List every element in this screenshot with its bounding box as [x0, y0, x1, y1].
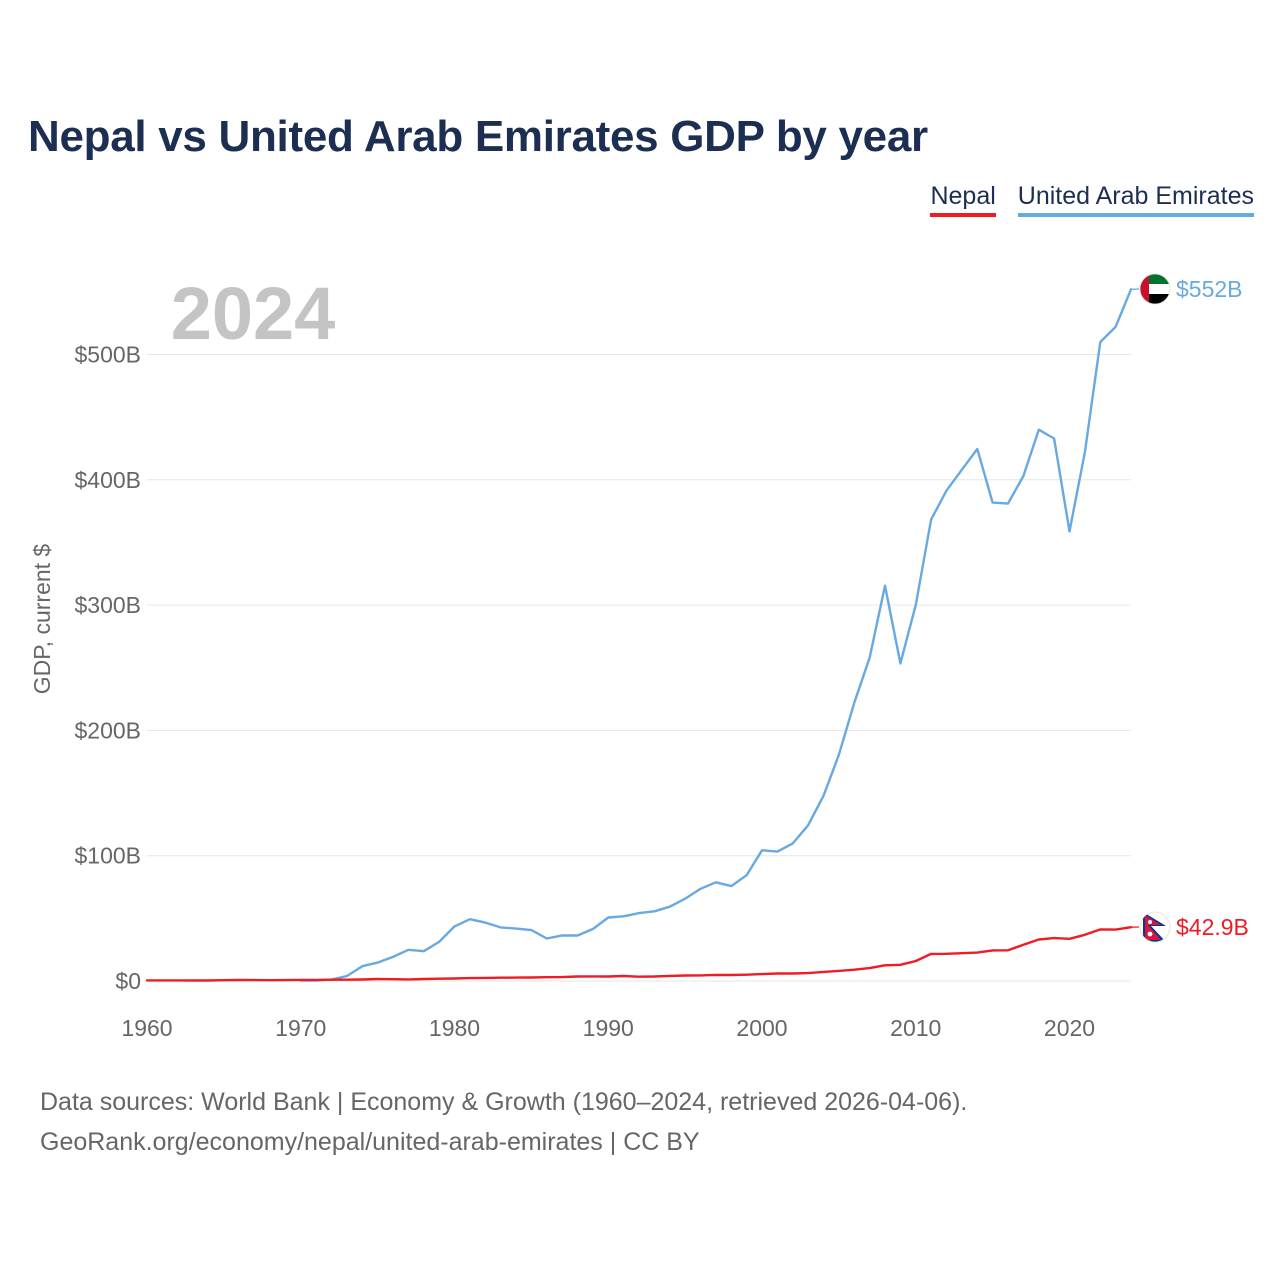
x-tick-label: 1980	[429, 1015, 480, 1041]
chart-title: Nepal vs United Arab Emirates GDP by yea…	[28, 112, 928, 161]
legend: Nepal United Arab Emirates	[930, 182, 1254, 217]
y-axis-label: GDP, current $	[29, 544, 55, 695]
end-value-label: $552B	[1176, 276, 1243, 302]
x-tick-label: 1970	[275, 1015, 326, 1041]
y-tick-label: $400B	[74, 467, 141, 493]
series-lines	[145, 288, 1133, 982]
gdp-line-chart: 2024 $0 $100B $200B $300B $400B $500B 1960 197…	[29, 272, 1249, 1041]
x-tick-label: 2020	[1044, 1015, 1095, 1041]
legend-item-nepal[interactable]: Nepal	[930, 182, 996, 217]
nepal-flag-icon	[1140, 912, 1170, 942]
x-tick-label: 1960	[121, 1015, 172, 1041]
gridlines	[147, 354, 1131, 982]
uae-flag-icon	[1140, 274, 1170, 304]
y-tick-label: $500B	[74, 342, 141, 368]
x-tick-label: 2000	[736, 1015, 787, 1041]
y-tick-label: $200B	[74, 717, 141, 743]
series-end-markers: $552B $42.9B	[1130, 276, 1249, 940]
series-line-uae	[299, 288, 1133, 982]
x-axis-ticks: 1960 1970 1980 1990 2000 2010 2020	[121, 1015, 1095, 1041]
series-line-nepal	[145, 926, 1133, 982]
end-value-label: $42.9B	[1176, 914, 1249, 940]
x-tick-label: 2010	[890, 1015, 941, 1041]
footer-source: Data sources: World Bank | Economy & Gro…	[40, 1088, 968, 1116]
y-tick-label: $0	[115, 968, 141, 994]
footer: Data sources: World Bank | Economy & Gro…	[40, 1082, 967, 1162]
x-tick-label: 1990	[583, 1015, 634, 1041]
year-watermark: 2024	[171, 272, 336, 355]
footer-link[interactable]: GeoRank.org/economy/nepal/united-arab-em…	[40, 1128, 700, 1156]
legend-item-uae[interactable]: United Arab Emirates	[1017, 182, 1254, 217]
y-axis-ticks: $0 $100B $200B $300B $400B $500B	[74, 342, 141, 995]
y-tick-label: $100B	[74, 843, 141, 869]
y-tick-label: $300B	[74, 592, 141, 618]
